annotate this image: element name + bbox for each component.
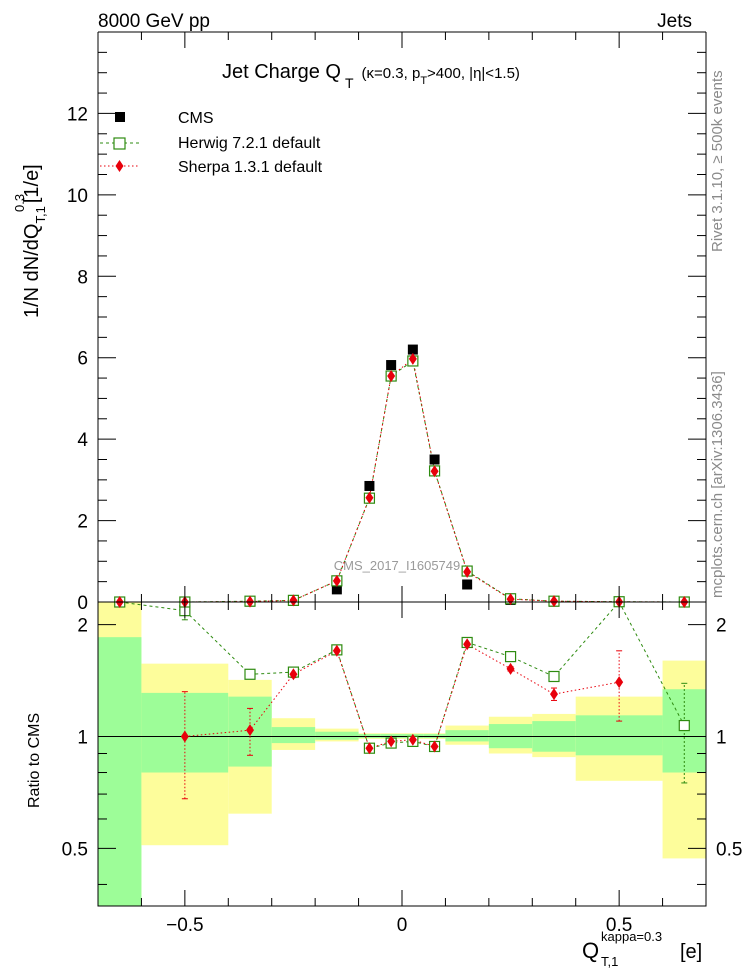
x-tick-label: −0.5 [166,915,204,936]
sherpa-ratio-point [289,668,298,681]
legend-label-sherpa: Sherpa 1.3.1 default [178,159,323,176]
sherpa-point [332,574,341,587]
top-y-axis-label-sub: T,1 [33,206,48,223]
ratio-y-tick-label-right: 2 [716,616,727,637]
mcplots-label: mcplots.cern.ch [arXiv:1306.3436] [709,371,726,598]
sherpa-ratio-point [615,676,624,689]
sherpa-point [408,352,417,365]
band-stat-4 [315,731,359,740]
herwig-ratio-point [548,670,560,683]
ratio-y-tick-label: 2 [77,616,88,637]
herwig-ratio-point [504,651,517,663]
sherpa-point [550,595,558,608]
herwig-ratio-point [244,668,256,680]
sherpa-point [365,491,374,504]
sherpa-ratio-point [246,724,254,737]
svg-text:Q: Q [582,938,599,963]
top-y-tick-label: 2 [77,512,88,533]
x-axis-label-main: Q [582,938,599,963]
cms-point [331,584,342,595]
ratio-y-axis-label: Ratio to CMS [26,713,43,808]
axis-ticks [97,31,707,906]
herwig-ratio-point [678,719,690,732]
ratio-y-tick-label-right: 1 [716,727,727,748]
legend-marker-herwig [113,137,126,150]
sherpa-main-line [119,358,685,603]
ratio-uncertainty-bands [98,602,706,906]
ratio-y-tick-label-right: 0.5 [716,839,742,860]
legend-label-cms: CMS [178,110,214,127]
herwig-ratio-line [119,601,685,749]
sherpa-point [430,465,439,478]
cms-point [386,360,397,371]
sherpa-point [463,565,472,578]
legend-label-herwig: Herwig 7.2.1 default [178,135,321,152]
top-y-tick-label: 12 [67,104,88,125]
sherpa-ratio-point [463,638,472,651]
ratio-y-tick-label: 1 [77,727,88,748]
title-cond-sub: T [420,75,427,87]
band-stat-12 [575,715,663,756]
x-axis-label: Q kappa=0.3 T,1 [e] [582,929,702,969]
top-y-tick-label: 8 [77,267,88,288]
legend-marker-cms [115,112,125,122]
chart-title: Jet Charge Q T(κ=0.3, pT>400, |η|<1.5) [222,61,520,91]
band-stat-9 [445,730,489,742]
sherpa-ratio-point [332,644,341,657]
sherpa-ratio-point [180,730,189,743]
top-y-tick-label: 10 [67,186,88,207]
cms-point [364,480,375,491]
x-axis-label-sup: kappa=0.3 [601,929,662,944]
cms-point [429,454,440,465]
sherpa-ratio-line [184,643,620,749]
top-y-axis-label-sup: 0.3 [12,194,27,212]
sherpa-ratio-point [365,742,374,755]
header-category-label: Jets [657,11,692,32]
ratio-y-tick-label: 0.5 [62,839,88,860]
cms-point [407,344,418,355]
x-tick-label: 0 [397,915,408,936]
sherpa-point [387,370,396,383]
legend: CMS Herwig 7.2.1 default Sherpa 1.3.1 de… [100,110,323,176]
title-main: Jet Charge Q [222,61,341,83]
analysis-watermark: CMS_2017_I1605749 [334,558,461,573]
svg-text:Jet Charge QT(κ=0.3, pT>400, |: Jet Charge Q T(κ=0.3, pT>400, |η|<1.5) [222,61,520,91]
sherpa-ratio-point [550,688,558,701]
rivet-version-label: Rivet 3.1.10, ≥ 500k events [709,70,726,252]
top-y-tick-label: 6 [77,349,88,370]
sherpa-ratio-point [430,740,439,753]
title-cond-suffix: >400, |η|<1.5) [427,65,520,82]
sherpa-ratio-point [408,733,417,746]
x-axis-label-sub: T,1 [601,954,618,969]
title-cond-prefix: (κ=0.3, p [362,65,421,82]
legend-marker-sherpa [115,160,124,172]
band-stat-3 [271,727,316,744]
svg-text:1/N dN/dQT,1[1/e]: 1/N dN/dQT,1 [1/e] [21,164,48,318]
x-tick-label: 0.5 [606,915,632,936]
title-main-sub: T [345,75,354,91]
top-y-axis-label-unit: [1/e] [21,164,43,203]
x-axis-label-unit: [e] [680,941,702,963]
header-energy-label: 8000 GeV pp [98,11,210,32]
cms-point [462,579,473,590]
sherpa-point [289,594,298,607]
top-y-tick-label: 0 [77,593,88,614]
top-y-tick-label: 4 [77,430,88,451]
top-y-axis-label: 1/N dN/dQT,1 [1/e] 0.3 [12,164,48,318]
band-stat-0 [98,637,142,906]
ratio-series [119,601,690,800]
sherpa-ratio-point [387,735,396,748]
sherpa-ratio-point [506,662,515,675]
top-y-axis-label-main: 1/N dN/dQ [21,224,43,318]
